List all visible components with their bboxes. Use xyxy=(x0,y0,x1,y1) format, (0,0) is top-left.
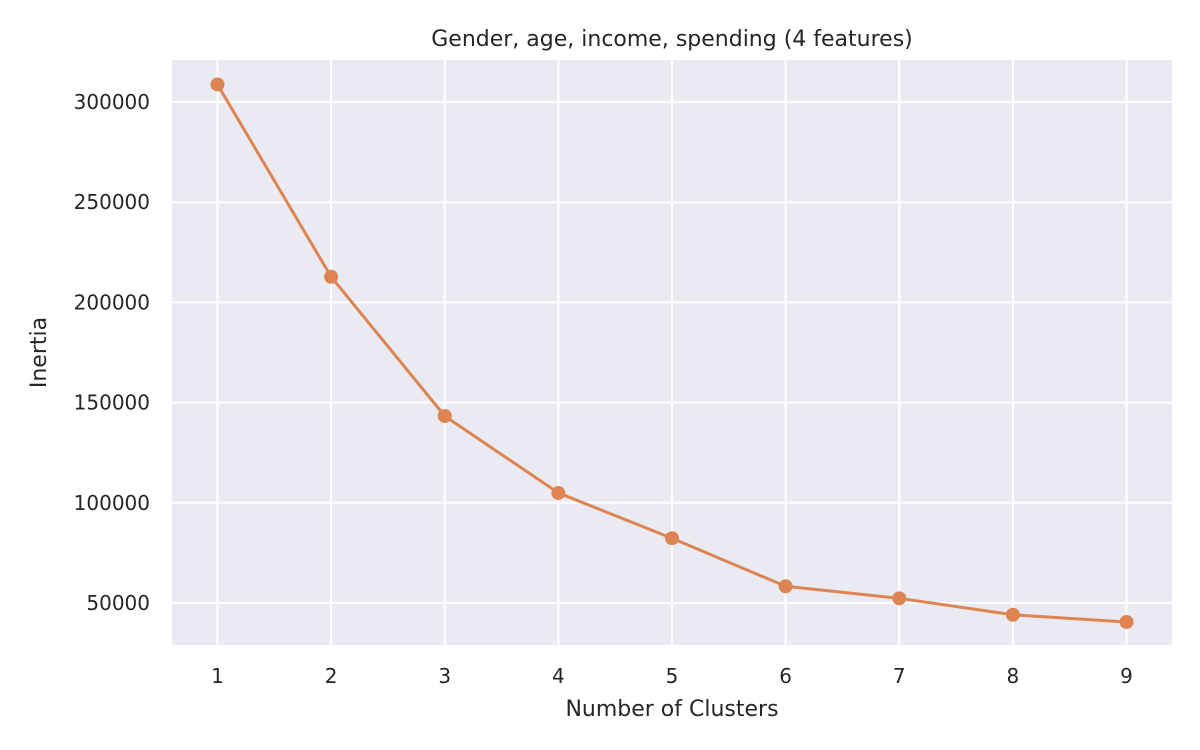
data-point xyxy=(892,591,907,606)
x-axis-title: Number of Clusters xyxy=(565,697,778,722)
data-point xyxy=(324,269,339,284)
y-tick-label: 200000 xyxy=(74,290,150,314)
x-tick-label: 6 xyxy=(779,664,792,688)
x-tick-label: 3 xyxy=(438,664,451,688)
y-tick-label: 250000 xyxy=(74,190,150,214)
y-tick-label: 50000 xyxy=(86,591,150,615)
y-axis-title: Inertia xyxy=(27,317,52,388)
x-tick-label: 8 xyxy=(1007,664,1020,688)
data-point xyxy=(1005,607,1020,622)
chart-title: Gender, age, income, spending (4 feature… xyxy=(431,27,913,52)
y-tick-label: 100000 xyxy=(74,491,150,515)
x-tick-label: 5 xyxy=(666,664,679,688)
series-layer xyxy=(210,77,1134,629)
data-point xyxy=(437,409,452,424)
x-tick-labels: 1 2 3 4 5 6 7 8 9 xyxy=(211,664,1133,688)
x-tick-label: 1 xyxy=(211,664,224,688)
x-tick-label: 9 xyxy=(1120,664,1133,688)
y-tick-labels: 50000 100000 150000 200000 250000 300000 xyxy=(74,90,150,615)
x-tick-label: 4 xyxy=(552,664,565,688)
data-point xyxy=(551,485,566,500)
data-point xyxy=(778,579,793,594)
x-tick-label: 7 xyxy=(893,664,906,688)
y-tick-label: 300000 xyxy=(74,90,150,114)
y-tick-label: 150000 xyxy=(74,391,150,415)
data-point xyxy=(665,531,679,546)
data-point xyxy=(210,77,225,92)
grid-lines xyxy=(172,60,1172,645)
x-tick-label: 2 xyxy=(325,664,338,688)
data-point xyxy=(1119,614,1134,629)
